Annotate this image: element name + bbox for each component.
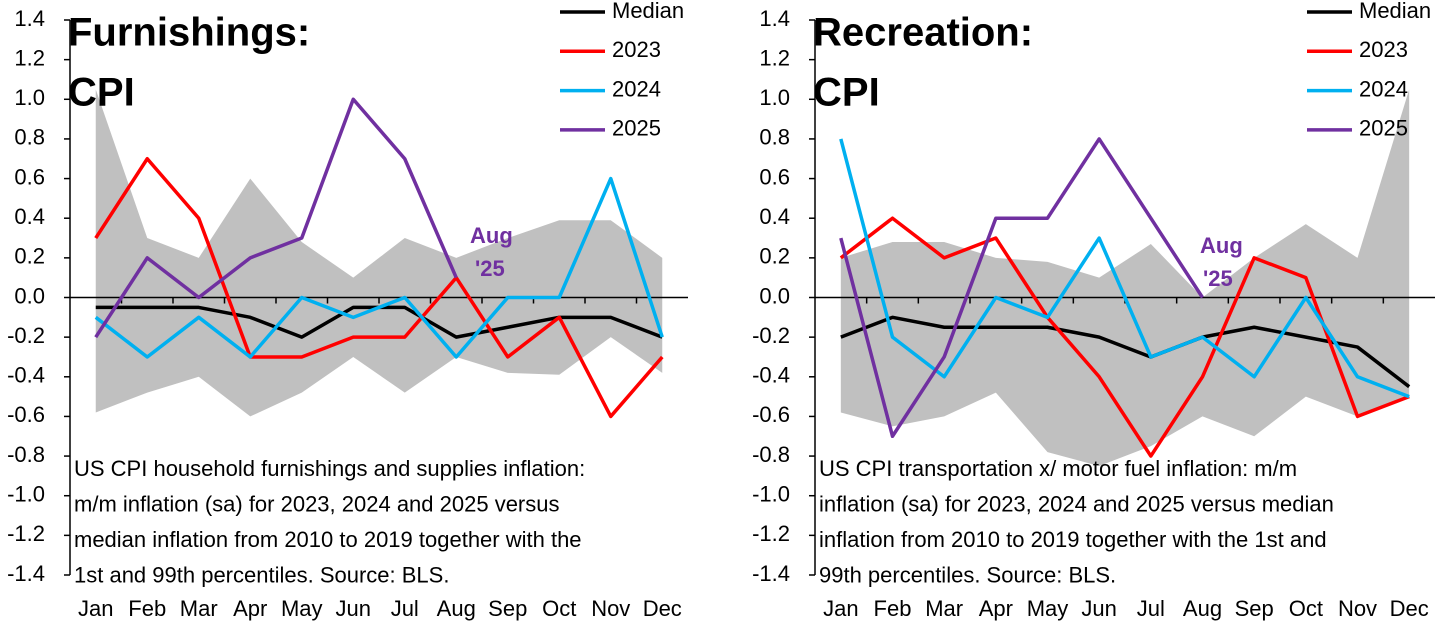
annotation: Aug [1200, 233, 1243, 258]
x-tick-label: Mar [925, 596, 963, 621]
x-tick-label: Jul [1137, 596, 1165, 621]
x-tick-label: Mar [180, 596, 218, 621]
y-tick-label: 1.4 [14, 6, 45, 31]
x-tick-label: Nov [591, 596, 630, 621]
x-tick-label: Dec [643, 596, 682, 621]
percentile-band [840, 89, 1410, 466]
y-tick-label: -0.8 [752, 442, 790, 467]
y-tick-label: -0.4 [7, 363, 45, 388]
x-tick-label: Nov [1338, 596, 1377, 621]
y-tick-label: 0.2 [759, 244, 790, 269]
y-tick-label: 0.0 [759, 283, 790, 308]
note: m/m inflation (sa) for 2023, 2024 and 20… [74, 491, 560, 516]
y-tick-label: -1.2 [752, 521, 790, 546]
x-tick-label: Sep [1235, 596, 1274, 621]
series-line [94, 176, 664, 359]
chart-title: CPI [813, 71, 880, 115]
note: US CPI household furnishings and supplie… [74, 456, 585, 481]
y-tick-label: -0.4 [752, 363, 790, 388]
series-line [94, 97, 458, 339]
chart-title: Furnishings: [68, 11, 310, 55]
x-tick-label: Oct [542, 596, 576, 621]
note: inflation (sa) for 2023, 2024 and 2025 v… [819, 491, 1334, 516]
note: inflation from 2010 to 2019 together wit… [819, 527, 1327, 552]
y-tick-label: -1.0 [7, 482, 45, 507]
x-tick-label: Feb [874, 596, 912, 621]
y-tick-label: 1.0 [759, 85, 790, 110]
chart-title: Recreation: [813, 11, 1033, 55]
legend-label: 2023 [612, 37, 661, 62]
y-tick-label: 1.0 [14, 85, 45, 110]
y-tick-label: -1.4 [752, 561, 790, 586]
series-line [839, 216, 1410, 458]
legend-label: 2025 [1359, 116, 1408, 141]
y-tick-label: -1.0 [752, 482, 790, 507]
note: 99th percentiles. Source: BLS. [819, 562, 1116, 587]
y-tick-label: -0.6 [7, 402, 45, 427]
x-tick-label: Feb [128, 596, 166, 621]
legend-label: 2025 [612, 116, 661, 141]
y-tick-label: -1.4 [7, 561, 45, 586]
y-tick-label: 0.6 [14, 164, 45, 189]
series-line [94, 157, 664, 419]
x-tick-label: Dec [1390, 596, 1429, 621]
y-tick-label: 0.8 [759, 125, 790, 150]
y-tick-label: 0.2 [14, 244, 45, 269]
y-tick-label: 0.4 [759, 204, 790, 229]
legend-label: 2023 [1359, 37, 1408, 62]
legend-label: 2024 [1359, 76, 1408, 101]
y-tick-label: 0.0 [14, 283, 45, 308]
series-line [839, 137, 1204, 438]
series-line [840, 315, 1411, 389]
x-tick-label: Apr [979, 596, 1013, 621]
x-tick-label: Jan [78, 596, 113, 621]
annotation: '25 [475, 256, 505, 281]
y-tick-label: -0.2 [752, 323, 790, 348]
y-tick-label: -0.6 [752, 402, 790, 427]
y-tick-label: 1.4 [759, 6, 790, 31]
y-tick-label: 1.2 [759, 45, 790, 70]
x-tick-label: Jun [336, 596, 371, 621]
y-tick-label: 1.2 [14, 45, 45, 70]
x-tick-label: Aug [1183, 596, 1222, 621]
y-tick-label: -0.8 [7, 442, 45, 467]
x-tick-label: Oct [1289, 596, 1323, 621]
x-tick-label: Sep [488, 596, 527, 621]
x-tick-label: May [1027, 596, 1069, 621]
x-tick-label: May [281, 596, 323, 621]
annotation: Aug [470, 223, 513, 248]
chart-title: CPI [68, 71, 135, 115]
note: US CPI transportation x/ motor fuel infl… [819, 456, 1297, 481]
x-tick-label: Apr [233, 596, 267, 621]
note: 1st and 99th percentiles. Source: BLS. [74, 562, 449, 587]
note: median inflation from 2010 to 2019 toget… [74, 527, 582, 552]
x-tick-label: Aug [437, 596, 476, 621]
y-tick-label: 0.4 [14, 204, 45, 229]
legend-label: 2024 [612, 76, 661, 101]
x-tick-label: Jun [1081, 596, 1116, 621]
x-tick-label: Jul [391, 596, 419, 621]
y-tick-label: -0.2 [7, 323, 45, 348]
annotation: '25 [1203, 266, 1233, 291]
x-tick-label: Jan [823, 596, 858, 621]
y-tick-label: 0.8 [14, 125, 45, 150]
y-tick-label: -1.2 [7, 521, 45, 546]
legend-label: Median [1359, 0, 1431, 23]
legend-label: Median [612, 0, 684, 23]
y-tick-label: 0.6 [759, 164, 790, 189]
percentile-band [95, 89, 663, 417]
